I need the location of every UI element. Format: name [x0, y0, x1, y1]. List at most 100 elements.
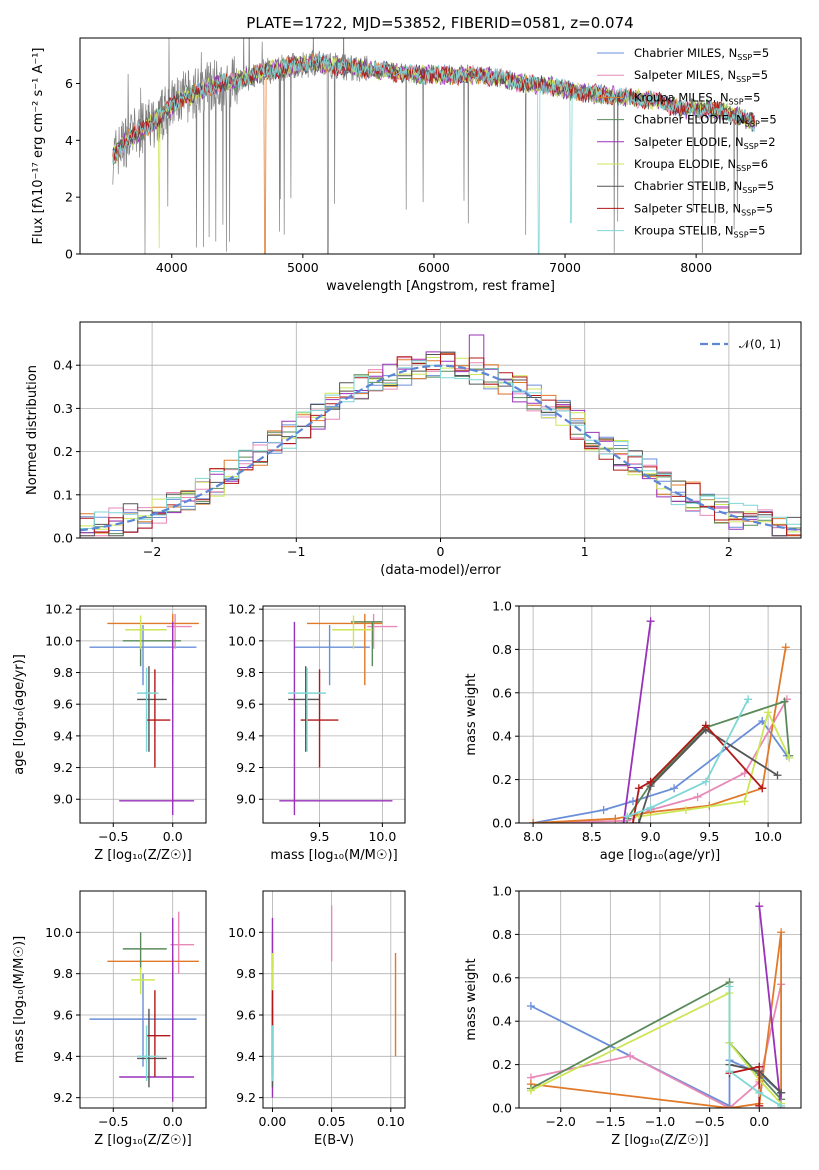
data-point-marker [764, 708, 773, 717]
data-point-marker [740, 769, 749, 778]
legend-entry: Kroupa ELODIE, NSSP=6 [634, 157, 768, 173]
x-tick-label: −1.0 [645, 1114, 675, 1129]
x-tick-label: 9.0 [641, 829, 661, 844]
y-tick-label: 0.2 [492, 1057, 512, 1072]
y-tick-label: 9.2 [53, 760, 73, 775]
y-tick-label: 10.0 [228, 925, 256, 940]
data-point-marker [701, 721, 710, 730]
plot-frame [262, 605, 406, 824]
legend-entry: Salpeter ELODIE, NSSP=2 [634, 135, 776, 151]
y-tick-label: 9.8 [236, 966, 256, 981]
data-point-marker [755, 1062, 764, 1071]
plot-area [89, 613, 199, 816]
y-tick-label: 1.0 [492, 599, 512, 614]
y-tick-label: 9.6 [236, 1008, 256, 1023]
y-tick-label: 9.2 [236, 760, 256, 775]
data-point-marker [634, 819, 643, 823]
data-point-marker [628, 819, 637, 823]
x-tick-label: 0 [437, 544, 445, 559]
y-tick-label: 9.4 [236, 1049, 256, 1064]
y-tick-label: 0.1 [53, 487, 73, 502]
data-point-marker [777, 928, 786, 937]
normal-reference-curve [80, 364, 801, 532]
data-point-marker [773, 771, 782, 780]
x-tick-label: −1 [287, 544, 305, 559]
data-point-marker [725, 1104, 734, 1108]
mass-weight-line [532, 719, 788, 823]
plot-frame [518, 605, 802, 824]
y-axis-label: Flux [fλ10⁻¹⁷ erg cm⁻² s⁻¹ A⁻¹] [31, 48, 46, 245]
mass-weight-line [533, 698, 788, 823]
data-point-marker [781, 643, 790, 652]
y-tick-label: 9.2 [236, 1090, 256, 1105]
x-axis-label: Z [log₁₀(Z/Z☉)] [94, 1133, 191, 1148]
x-tick-label: 4000 [156, 260, 188, 275]
plot-area [112, 38, 756, 254]
data-point-marker [646, 803, 655, 812]
y-tick-label: 9.6 [53, 697, 73, 712]
plot-area [279, 613, 398, 816]
plot-frame [79, 321, 802, 539]
spectrum-panel: 4000 5000 6000 7000 8000 0 2 4 6 wavelength [Angs… [31, 37, 802, 294]
y-tick-label: 9.4 [236, 728, 256, 743]
plot-area [271, 905, 397, 1098]
mass-weight-line [626, 700, 791, 820]
x-axis-label: age [log₁₀(age/yr)] [600, 848, 721, 863]
y-tick-label: 0.8 [492, 642, 512, 657]
y-tick-label: 1.0 [492, 884, 512, 899]
y-axis-label: Normed distribution [25, 365, 40, 495]
x-tick-label: 2 [725, 544, 733, 559]
legend-entry: Salpeter STELIB, NSSP=5 [634, 201, 773, 217]
x-axis-label: wavelength [Angstrom, rest frame] [326, 279, 555, 294]
mass-weight-line [728, 986, 782, 1107]
data-point-marker [755, 902, 764, 911]
model-spectrum-line [112, 53, 755, 254]
x-tick-label: −2.0 [546, 1114, 576, 1129]
data-point-marker [634, 784, 643, 793]
x-tick-label: 1 [581, 544, 589, 559]
y-tick-label: 4 [65, 133, 73, 148]
plot-frame [518, 890, 802, 1109]
data-point-marker [623, 812, 632, 821]
age-vs-metallicity-panel: −0.5 0.0 9.0 9.2 9.4 9.6 9.8 10.0 10.2 Z [log₁₀(Z… [12, 602, 207, 863]
y-tick-label: 9.6 [53, 1008, 73, 1023]
y-axis-label: mass weight [464, 958, 479, 1040]
x-tick-label: 8.5 [582, 829, 602, 844]
x-tick-label: 9.5 [310, 829, 330, 844]
y-tick-label: 0.0 [492, 1101, 512, 1116]
plot-frame [79, 890, 207, 1109]
x-tick-label: −0.5 [694, 1114, 724, 1129]
x-axis-label: E(B-V) [314, 1133, 354, 1148]
data-point-marker [526, 1002, 535, 1011]
y-tick-label: 9.0 [236, 792, 256, 807]
legend-entry: Chabrier MILES, NSSP=5 [634, 46, 769, 62]
x-axis-label: Z [log₁₀(Z/Z☉)] [94, 848, 191, 863]
data-point-marker [777, 1088, 786, 1097]
y-tick-label: 0.4 [53, 358, 73, 373]
x-tick-label: 7000 [549, 260, 581, 275]
plot-area [529, 617, 794, 823]
data-point-marker [626, 1051, 635, 1060]
data-point-marker [725, 1067, 734, 1076]
massweight-vs-metallicity-panel: −2.0 −1.5 −1.0 −0.5 0.0 0.0 0.2 0.4 0.6 0.8 1.0 Z [… [464, 884, 802, 1148]
legend-entry: Kroupa MILES, NSSP=5 [634, 90, 760, 106]
y-tick-label: 0.4 [492, 729, 512, 744]
legend-entry: Kroupa STELIB, NSSP=5 [634, 224, 765, 240]
y-tick-label: 9.8 [53, 665, 73, 680]
x-tick-label: 10.0 [754, 829, 782, 844]
x-tick-label: 0.0 [749, 1114, 769, 1129]
x-tick-label: 5000 [287, 260, 319, 275]
plot-area [526, 902, 786, 1108]
x-tick-label: 0.10 [377, 1114, 405, 1129]
mass-vs-metallicity-panel: −0.5 0.0 9.2 9.4 9.6 9.8 10.0 Z [log₁₀(Z/Z☉)] ma… [12, 890, 207, 1148]
data-point-marker [744, 695, 753, 704]
y-tick-label: 9.8 [236, 665, 256, 680]
y-tick-label: 9.4 [53, 728, 73, 743]
x-tick-label: 10.0 [368, 829, 396, 844]
y-tick-label: 0.6 [492, 970, 512, 985]
x-tick-label: 6000 [418, 260, 450, 275]
mass-weight-line [533, 647, 787, 823]
y-tick-label: 6 [65, 76, 73, 91]
y-tick-label: 9.2 [53, 1090, 73, 1105]
